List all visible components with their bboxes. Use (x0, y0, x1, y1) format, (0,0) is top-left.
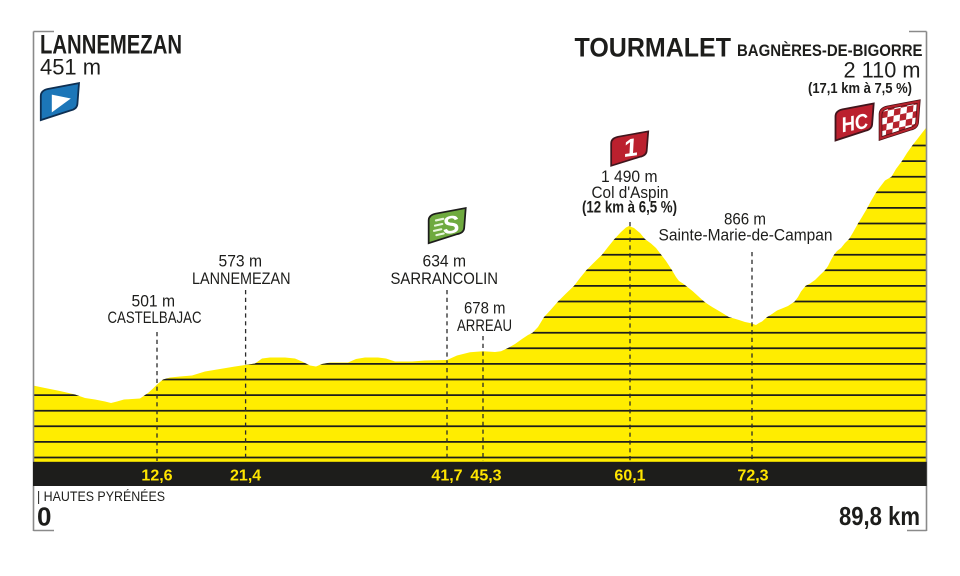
svg-text:(12 km à 6,5 %): (12 km à 6,5 %) (582, 199, 677, 217)
svg-text:12,6: 12,6 (141, 468, 172, 485)
svg-text:BAGNÈRES-DE-BIGORRE: BAGNÈRES-DE-BIGORRE (737, 41, 923, 60)
svg-text:HC: HC (839, 110, 870, 137)
svg-text:0: 0 (37, 502, 51, 532)
svg-text:ARREAU: ARREAU (457, 317, 512, 335)
svg-text:LANNEMEZAN: LANNEMEZAN (192, 270, 291, 288)
svg-text:45,3: 45,3 (470, 468, 501, 485)
svg-text:SARRANCOLIN: SARRANCOLIN (391, 270, 499, 288)
svg-text:LANNEMEZAN: LANNEMEZAN (40, 30, 182, 60)
svg-text:451 m: 451 m (40, 55, 101, 80)
svg-text:678 m: 678 m (464, 300, 506, 318)
svg-text:CASTELBAJAC: CASTELBAJAC (108, 309, 202, 327)
svg-text:501 m: 501 m (132, 293, 176, 311)
svg-text:Col d'Aspin: Col d'Aspin (592, 184, 669, 202)
svg-text:21,4: 21,4 (230, 468, 261, 485)
svg-text:(17,1 km à 7,5 %): (17,1 km à 7,5 %) (808, 80, 912, 97)
svg-text:TOURMALET: TOURMALET (575, 33, 732, 63)
svg-text:1 490 m: 1 490 m (601, 168, 658, 186)
svg-text:| HAUTES PYRÉNÉES: | HAUTES PYRÉNÉES (37, 489, 165, 504)
svg-text:S: S (440, 210, 461, 240)
svg-text:41,7: 41,7 (431, 468, 462, 485)
svg-text:2 110 m: 2 110 m (844, 58, 921, 83)
svg-text:89,8 km: 89,8 km (839, 501, 920, 531)
svg-text:573 m: 573 m (219, 253, 263, 271)
svg-text:866 m: 866 m (724, 211, 766, 229)
svg-text:72,3: 72,3 (737, 468, 768, 485)
svg-text:Sainte-Marie-de-Campan: Sainte-Marie-de-Campan (659, 227, 833, 245)
svg-text:634 m: 634 m (423, 253, 467, 271)
svg-text:1: 1 (621, 134, 639, 163)
svg-text:60,1: 60,1 (614, 468, 645, 485)
